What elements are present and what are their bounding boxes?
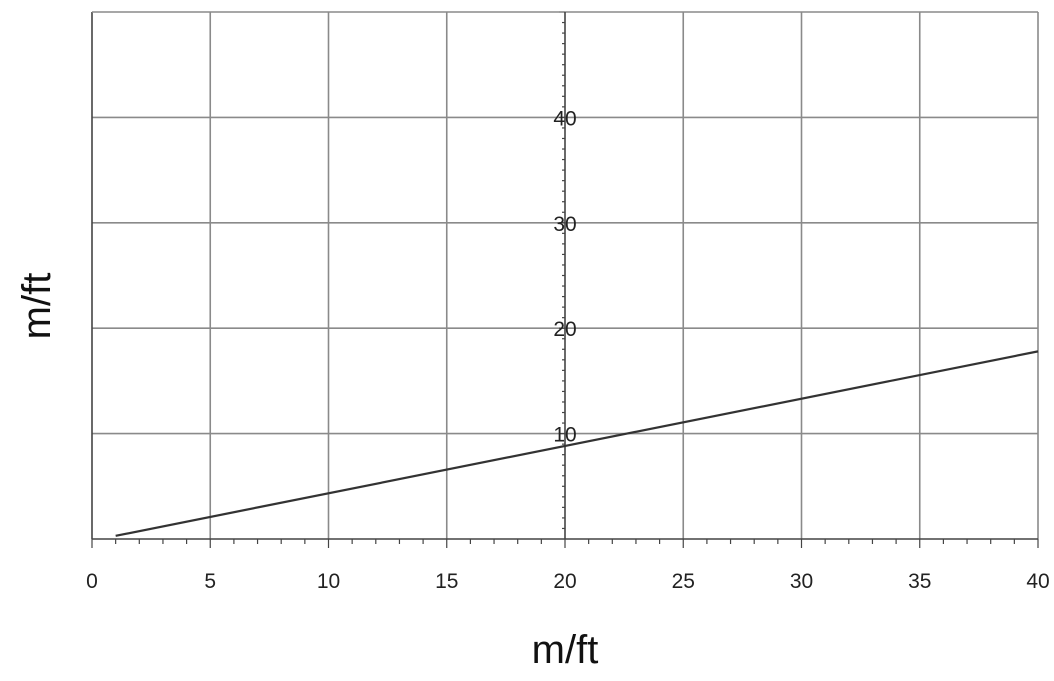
- x-axis-title: m/ft: [532, 628, 599, 672]
- y-tick-labels: 10 20 30 40: [553, 107, 576, 446]
- x-tick-label-40: 40: [1026, 570, 1049, 593]
- y-tick-label-40: 40: [553, 107, 576, 130]
- y-tick-label-20: 20: [553, 318, 576, 341]
- x-tick-label-10: 10: [317, 570, 340, 593]
- y-axis-title: m/ft: [15, 273, 59, 340]
- x-tick-label-0: 0: [86, 570, 98, 593]
- x-tick-label-15: 15: [435, 570, 458, 593]
- y-tick-label-30: 30: [553, 213, 576, 236]
- x-tick-label-30: 30: [790, 570, 813, 593]
- x-tick-labels: 0 5 10 15 20 25 30 35 40: [86, 570, 1050, 593]
- x-tick-label-25: 25: [672, 570, 695, 593]
- x-tick-label-20: 20: [553, 570, 576, 593]
- axes: [91, 11, 1038, 540]
- vertical-gridlines: [209, 12, 1039, 539]
- series-line-0: [115, 350, 1039, 537]
- minor-ticks: [91, 11, 1039, 548]
- x-tick-label-35: 35: [908, 570, 931, 593]
- y-tick-label-10: 10: [553, 424, 576, 447]
- x-tick-label-5: 5: [204, 570, 216, 593]
- series-group: [115, 350, 1039, 537]
